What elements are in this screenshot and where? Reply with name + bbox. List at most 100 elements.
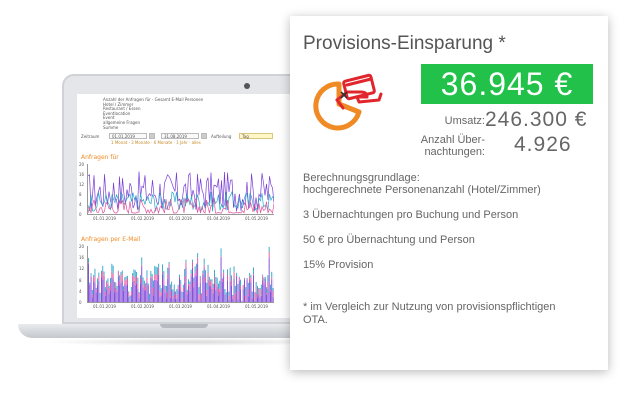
- series-line: [88, 197, 274, 214]
- series-bar: [216, 277, 218, 285]
- series-bar: [266, 295, 267, 302]
- series-bar: [125, 276, 127, 280]
- series-bar: [97, 278, 98, 285]
- series-bar: [247, 282, 249, 290]
- series-bar: [172, 296, 174, 299]
- series-bar: [194, 266, 196, 274]
- series-bar: [211, 288, 213, 302]
- series-bar: [193, 287, 195, 302]
- series-bar: [199, 276, 201, 278]
- series-bar: [249, 280, 251, 302]
- series-bar: [195, 276, 197, 302]
- series-bar: [202, 270, 204, 274]
- y-tick-label: 12: [79, 182, 85, 187]
- series-bar: [155, 274, 157, 280]
- series-bar: [162, 274, 163, 302]
- series-bar: [102, 271, 104, 280]
- date-to-field[interactable]: 31.08.2019: [161, 133, 199, 139]
- series-bar: [132, 275, 134, 282]
- calendar-icon[interactable]: [201, 133, 207, 139]
- series-bar: [251, 298, 253, 302]
- series-bar: [136, 283, 137, 302]
- footnote-line2: OTA.: [303, 314, 328, 326]
- series-bar: [175, 291, 176, 294]
- series-bar: [179, 274, 180, 277]
- series-bar: [182, 291, 184, 302]
- series-bar: [271, 279, 273, 302]
- series-bar: [189, 284, 191, 292]
- series-bar: [158, 268, 160, 275]
- series-bar: [104, 295, 106, 302]
- series-bar: [270, 291, 271, 302]
- series-bar: [120, 283, 122, 302]
- series-bar: [116, 285, 118, 290]
- series-bar: [89, 284, 91, 285]
- series-bar: [153, 287, 154, 296]
- series-bar: [218, 288, 219, 296]
- series-bar: [202, 275, 204, 302]
- series-bar: [225, 301, 227, 302]
- series-bar: [267, 282, 269, 289]
- series-bar: [249, 275, 251, 281]
- series-bar: [190, 276, 192, 302]
- series-bar: [228, 299, 230, 302]
- series-bar: [249, 272, 251, 276]
- group-select[interactable]: Tag: [239, 133, 273, 139]
- series-bar: [210, 279, 212, 281]
- series-bar: [251, 291, 253, 299]
- series-bar: [262, 274, 264, 276]
- series-bar: [90, 276, 92, 302]
- series-bar: [229, 275, 231, 282]
- series-bar: [260, 295, 262, 302]
- series-bar: [146, 277, 148, 283]
- series-bar: [267, 275, 269, 282]
- report-header-line: Event: [103, 115, 115, 121]
- series-bar: [251, 298, 253, 299]
- series-bar: [112, 265, 114, 274]
- series-bar: [107, 283, 109, 285]
- series-bar: [94, 276, 96, 283]
- series-bar: [176, 298, 178, 302]
- series-bar: [250, 274, 252, 278]
- series-bar: [166, 292, 167, 299]
- series-bar: [88, 258, 89, 263]
- series-bar: [162, 264, 163, 272]
- nights-value: 4.926: [514, 133, 572, 156]
- x-tick-label: 01.03.2019: [169, 216, 192, 221]
- pie-chart-payment-icon: [313, 73, 383, 131]
- chart1-title: Anfragen für: [81, 154, 119, 161]
- series-bar: [233, 278, 235, 302]
- series-bar: [171, 289, 173, 302]
- series-bar: [211, 282, 213, 289]
- series-bar: [168, 268, 170, 302]
- series-bar: [240, 286, 241, 290]
- card-title: Provisions-Einsparung *: [303, 33, 506, 54]
- series-bar: [112, 279, 114, 302]
- series-bar: [179, 277, 180, 302]
- series-bar: [176, 289, 178, 295]
- series-bar: [153, 295, 154, 302]
- series-bar: [121, 280, 123, 302]
- footnote-line1: * im Vergleich zur Nutzung von provision…: [303, 301, 556, 313]
- series-bar: [258, 288, 260, 295]
- series-bar: [181, 298, 183, 302]
- calendar-icon[interactable]: [149, 133, 155, 139]
- series-bar: [173, 291, 175, 302]
- series-bar: [185, 259, 187, 263]
- quick-range-links[interactable]: 1 Monat · 3 Monate · 6 Monate · 1 Jahr ·…: [111, 140, 201, 145]
- date-from-field[interactable]: 01.01.2019: [109, 133, 147, 139]
- series-bar: [163, 271, 165, 280]
- report-header-line: Hotel / Zimmer: [103, 101, 134, 107]
- series-bar: [123, 290, 124, 302]
- series-bar: [227, 269, 228, 275]
- series-bar: [193, 277, 195, 282]
- series-bar: [253, 276, 254, 302]
- series-bar: [244, 279, 245, 302]
- series-bar: [103, 275, 105, 277]
- series-bar: [259, 297, 261, 302]
- y-tick-label: 16: [79, 255, 85, 261]
- series-bar: [245, 287, 247, 296]
- series-bar: [177, 290, 179, 302]
- series-bar: [97, 285, 98, 302]
- series-bar: [88, 262, 89, 265]
